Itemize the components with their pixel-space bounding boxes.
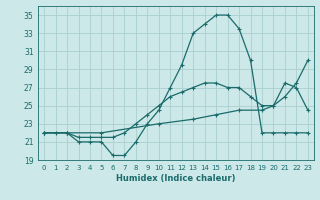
X-axis label: Humidex (Indice chaleur): Humidex (Indice chaleur) bbox=[116, 174, 236, 183]
